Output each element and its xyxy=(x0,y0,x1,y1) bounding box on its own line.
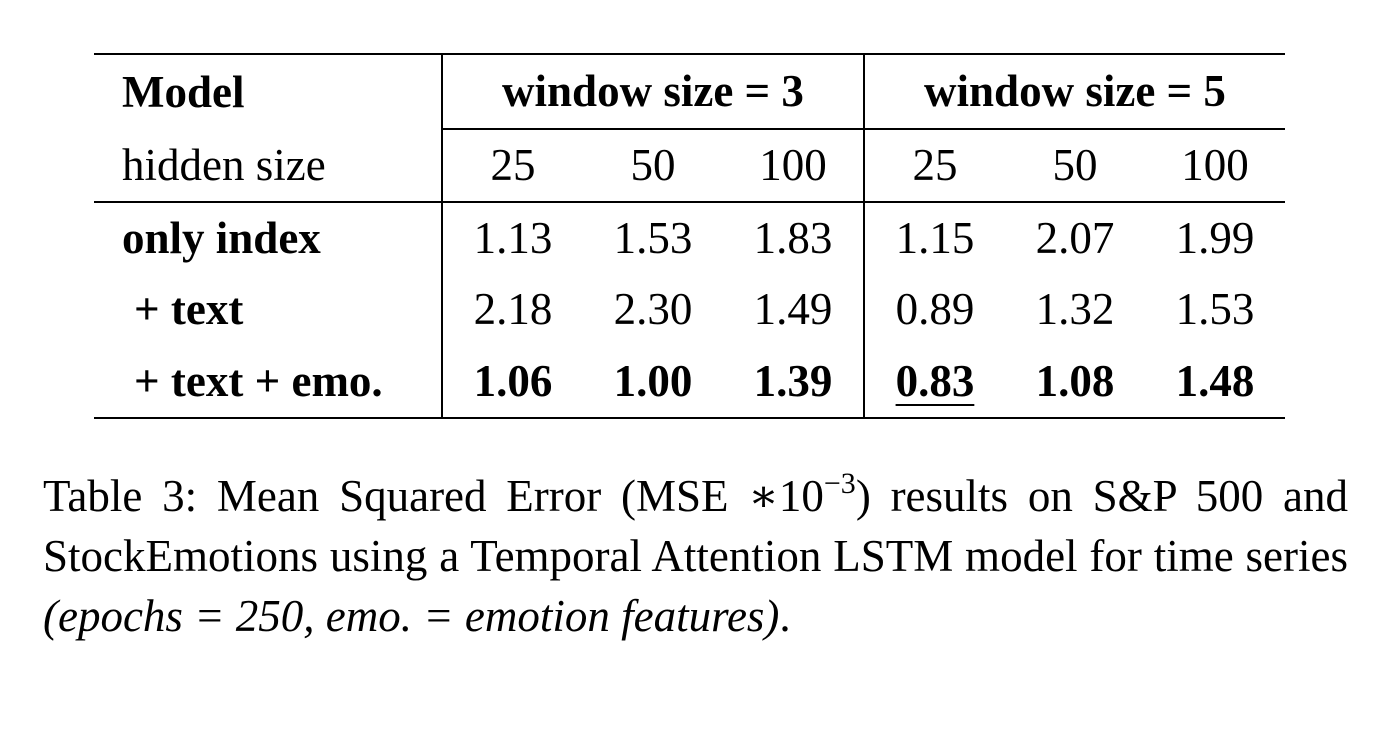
table-cell: 1.15 xyxy=(862,202,1005,274)
table-cell: 1.32 xyxy=(1035,284,1115,334)
caption-lead: Table 3: Mean Squared Error (MSE ∗10 xyxy=(43,471,824,521)
table-row: + text + emo. 1.06 1.00 1.39 0.83 1.08 1… xyxy=(94,345,1285,419)
hidden-size-row: hidden size 25 50 100 25 50 100 xyxy=(94,129,1285,203)
table-cell: 0.89 xyxy=(862,274,1005,345)
window-size-3-header: window size = 3 xyxy=(441,53,864,130)
caption-tail: . xyxy=(779,591,791,641)
window-size-5-header: window size = 5 xyxy=(862,53,1285,130)
table-cell: 1.08 xyxy=(1004,345,1145,419)
model-header: Model xyxy=(94,53,443,129)
caption-italic: (epochs = 250, emo. = emotion features) xyxy=(43,591,780,641)
table-cell: 2.30 xyxy=(613,284,693,334)
table-row: + text 2.18 2.30 1.49 0.89 1.32 1.53 xyxy=(94,274,1285,345)
hidden-size-cell: 50 xyxy=(1004,129,1145,203)
hidden-size-cell: 50 xyxy=(583,129,723,203)
hidden-size-cell: 25 xyxy=(862,129,1005,203)
table-cell: 1.53 xyxy=(1175,284,1255,334)
table-cell: 1.48 xyxy=(1144,345,1285,419)
table-cell: 1.06 xyxy=(441,345,583,419)
table-header-row: Model window size = 3 window size = 5 xyxy=(94,53,1285,130)
hidden-size-label: hidden size xyxy=(94,129,443,203)
table-cell: 2.07 xyxy=(1035,213,1115,263)
row-label: + text xyxy=(134,284,244,334)
best-value: 0.83 xyxy=(895,355,975,406)
table-cell-best: 0.83 xyxy=(862,345,1005,419)
row-label: + text + emo. xyxy=(94,345,443,419)
results-table: Model window size = 3 window size = 5 hi… xyxy=(94,53,1285,419)
table-cell: 1.99 xyxy=(1175,213,1255,263)
table-row: only index 1.13 1.53 1.83 1.15 2.07 1.99 xyxy=(94,202,1285,274)
table-cell: 2.18 xyxy=(441,274,583,345)
hidden-size-cell: 100 xyxy=(722,129,864,203)
hidden-size-cell: 25 xyxy=(441,129,583,203)
table-cell: 1.83 xyxy=(753,213,833,263)
table-cell: 1.53 xyxy=(613,213,693,263)
table-cell: 1.49 xyxy=(753,284,833,334)
table-cell: 1.00 xyxy=(583,345,723,419)
table-cell: 1.13 xyxy=(441,202,583,274)
table-caption: Table 3: Mean Squared Error (MSE ∗10−3) … xyxy=(43,466,1348,646)
table-cell: 1.39 xyxy=(722,345,864,419)
caption-exponent: −3 xyxy=(823,467,856,500)
row-label: only index xyxy=(122,213,321,263)
hidden-size-cell: 100 xyxy=(1144,129,1285,203)
caption-middle: ) results on S&P 500 and StockEmotions u… xyxy=(43,471,1348,581)
